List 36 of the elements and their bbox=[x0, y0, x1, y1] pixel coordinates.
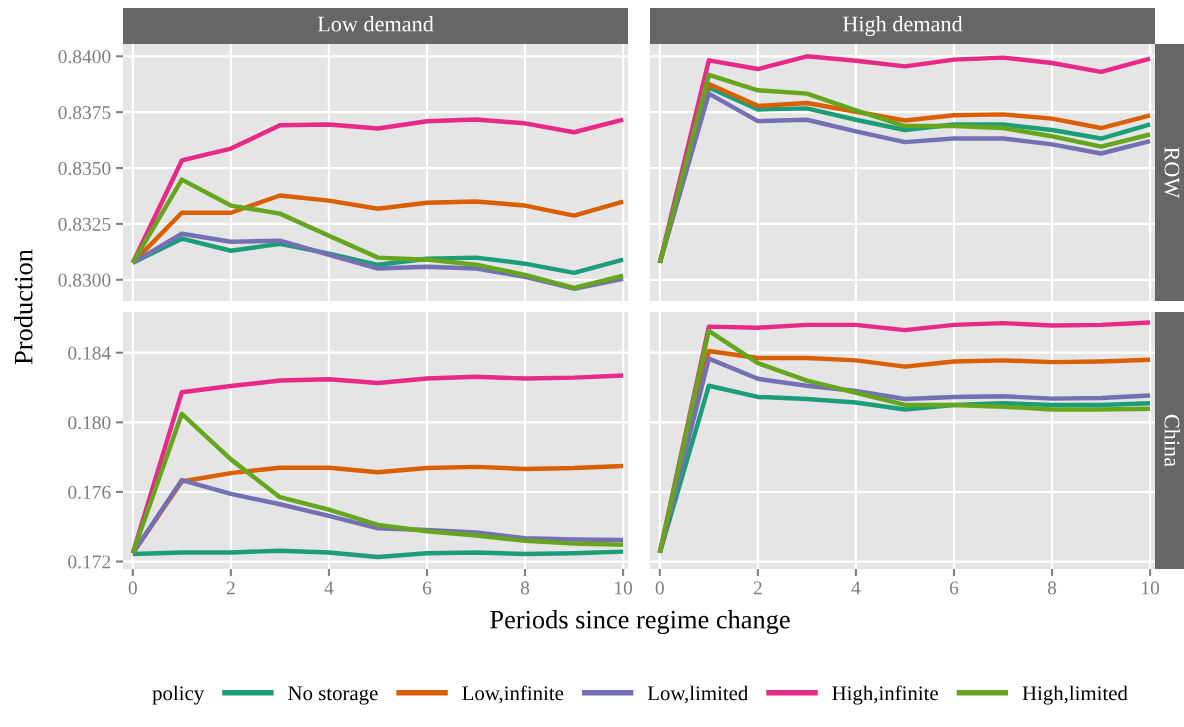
legend-label: Low,infinite bbox=[462, 685, 564, 704]
legend-label: Low,limited bbox=[647, 685, 749, 704]
x-tick-label: 10 bbox=[615, 581, 633, 595]
y-axis-title: Production bbox=[14, 249, 33, 365]
chart-title: Low demand bbox=[317, 15, 434, 32]
y-tick-label: 0.8325 bbox=[58, 217, 111, 231]
x-tick-label: 8 bbox=[520, 581, 530, 595]
y-tick-label: 0.172 bbox=[68, 555, 111, 569]
chart-title: High demand bbox=[842, 15, 963, 37]
x-tick-label: 4 bbox=[324, 581, 334, 595]
text: ROW bbox=[1164, 147, 1180, 199]
legend-label: High,infinite bbox=[832, 685, 938, 705]
x-tick-label: 0 bbox=[655, 581, 664, 595]
y-tick-label: 0.184 bbox=[68, 346, 111, 360]
x-tick-label: 6 bbox=[422, 581, 432, 595]
y-tick-label: 0.180 bbox=[68, 416, 111, 430]
y-tick-label: 0.8350 bbox=[58, 161, 111, 176]
line-series bbox=[130, 411, 626, 556]
line-series bbox=[130, 548, 626, 560]
legend-label: No storage bbox=[288, 686, 378, 705]
legend-title: policy bbox=[152, 685, 205, 705]
legend-label: High,limited bbox=[1022, 685, 1128, 705]
x-axis-title: Periods since regime change bbox=[490, 610, 790, 634]
x-tick-label: 2 bbox=[226, 581, 235, 595]
y-tick-label: 0.8400 bbox=[58, 50, 111, 64]
x-tick-label: 10 bbox=[1142, 581, 1160, 595]
text: China bbox=[1164, 414, 1181, 467]
y-tick-label: 0.176 bbox=[68, 485, 111, 499]
x-tick-label: 2 bbox=[753, 581, 762, 595]
line-series bbox=[130, 177, 626, 291]
x-tick-label: 4 bbox=[851, 581, 861, 595]
x-tick-label: 8 bbox=[1047, 581, 1057, 595]
y-tick-label: 0.8375 bbox=[58, 105, 111, 120]
y-tick-label: 0.8300 bbox=[58, 273, 111, 287]
x-tick-label: 0 bbox=[128, 581, 137, 595]
x-tick-label: 6 bbox=[949, 581, 959, 595]
